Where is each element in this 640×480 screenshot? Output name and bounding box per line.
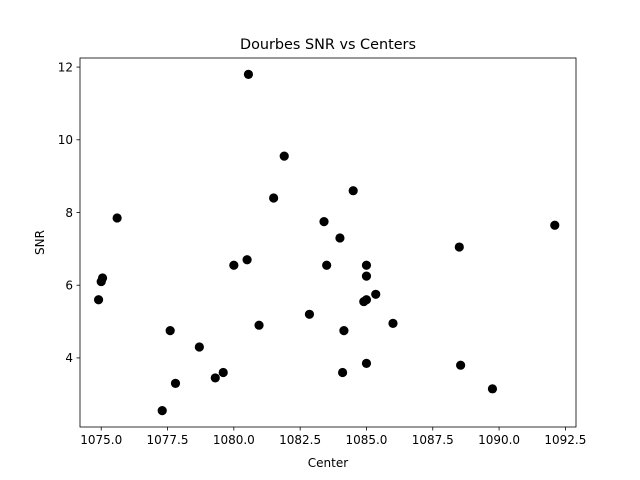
- y-tick-label: 6: [65, 279, 73, 293]
- scatter-point: [112, 213, 122, 223]
- scatter-point: [454, 242, 464, 252]
- x-tick-label: 1075.0: [80, 433, 122, 447]
- scatter-points: [93, 69, 560, 416]
- scatter-point: [550, 220, 560, 230]
- scatter-point: [361, 295, 372, 305]
- scatter-point: [388, 318, 398, 328]
- plot-area-frame: [79, 57, 577, 428]
- x-tick-label: 1090.0: [478, 433, 520, 447]
- y-tick-label: 4: [65, 351, 73, 365]
- scatter-point: [157, 406, 167, 416]
- x-axis-label: Center: [308, 456, 348, 470]
- x-tick-label: 1082.5: [279, 433, 321, 447]
- scatter-point: [243, 69, 254, 79]
- scatter-point: [93, 295, 104, 305]
- scatter-point: [348, 186, 358, 196]
- scatter-point: [279, 151, 289, 161]
- scatter-point: [210, 373, 220, 383]
- x-tick-label: 1077.5: [147, 433, 189, 447]
- y-axis: 4 6 8 10 12: [58, 60, 80, 365]
- scatter-point: [165, 326, 175, 336]
- x-tick-label: 1080.0: [213, 433, 255, 447]
- scatter-point: [170, 378, 181, 388]
- scatter-point: [322, 260, 332, 270]
- scatter-point: [269, 193, 279, 203]
- y-tick-label: 10: [58, 133, 73, 147]
- scatter-point: [361, 271, 372, 281]
- scatter-point: [97, 273, 108, 283]
- scatter-point: [361, 358, 372, 368]
- y-tick-label: 12: [58, 60, 73, 74]
- scatter-point: [337, 367, 348, 378]
- scatter-point: [456, 360, 466, 370]
- x-tick-label: 1087.5: [412, 433, 454, 447]
- scatter-point: [361, 260, 372, 270]
- scatter-point: [194, 342, 204, 352]
- y-tick-label: 8: [65, 206, 73, 220]
- scatter-point: [487, 384, 498, 394]
- scatter-point: [339, 326, 349, 336]
- chart-title: Dourbes SNR vs Centers: [240, 37, 416, 53]
- scatter-point: [254, 320, 264, 330]
- x-tick-label: 1092.5: [544, 433, 586, 447]
- scatter-point: [319, 216, 329, 227]
- scatter-point: [304, 309, 315, 319]
- scatter-point: [229, 260, 239, 270]
- scatter-point: [371, 289, 381, 299]
- scatter-point: [335, 233, 345, 243]
- scatter-point: [218, 367, 228, 378]
- x-axis: 1075.0 1077.5 1080.0 1082.5 1085.0 1087.5 1090…: [80, 427, 586, 447]
- scatter-point: [242, 255, 252, 265]
- x-tick-label: 1085.0: [345, 433, 387, 447]
- y-axis-label: SNR: [33, 230, 47, 255]
